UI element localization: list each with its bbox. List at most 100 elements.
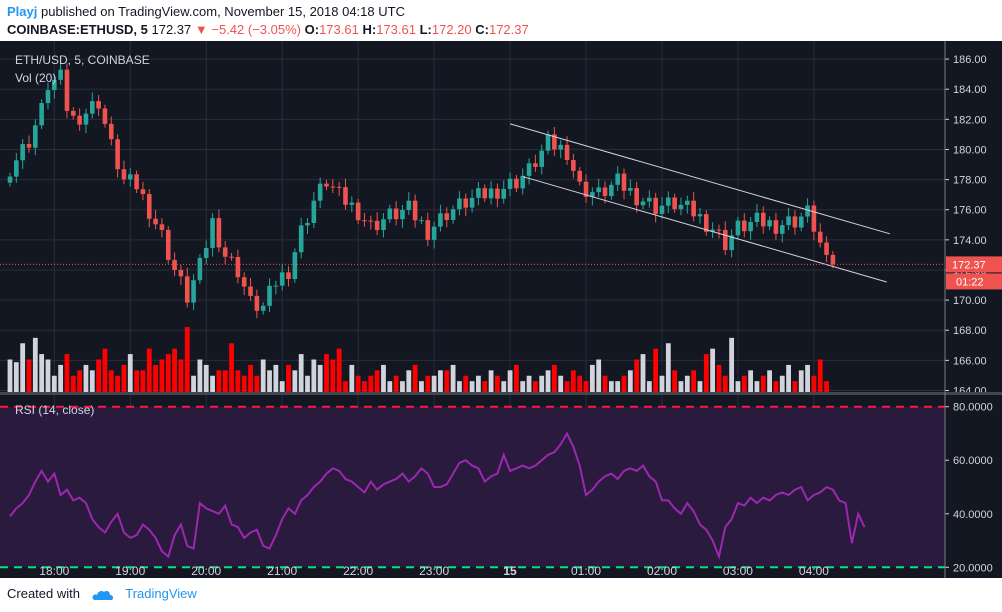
volume-bar bbox=[336, 348, 342, 392]
volume-bar bbox=[482, 381, 488, 392]
volume-bar bbox=[773, 381, 779, 392]
candle-body bbox=[77, 115, 82, 125]
volume-bar bbox=[260, 359, 266, 392]
volume-bar bbox=[779, 375, 785, 392]
volume-bar bbox=[406, 370, 412, 392]
time-axis-label: 19:00 bbox=[115, 564, 145, 578]
volume-bar bbox=[419, 381, 424, 392]
time-axis-label: 23:00 bbox=[419, 564, 449, 578]
volume-legend[interactable]: Vol (20) bbox=[15, 71, 56, 85]
candle-body bbox=[634, 188, 639, 206]
candle-body bbox=[184, 276, 190, 303]
volume-bar bbox=[241, 375, 247, 392]
candle-body bbox=[115, 139, 120, 170]
candle-body bbox=[336, 186, 342, 188]
candle-body bbox=[96, 101, 101, 109]
candle-body bbox=[387, 208, 393, 220]
volume-bar bbox=[431, 375, 437, 392]
footer: Created with TradingView bbox=[7, 586, 197, 602]
candle-body bbox=[393, 208, 399, 220]
candle-body bbox=[659, 205, 665, 214]
last-price-badge-text: 172.37 bbox=[952, 259, 986, 271]
candle-body bbox=[672, 197, 677, 210]
volume-bar bbox=[697, 381, 703, 392]
volume-bar bbox=[678, 381, 684, 392]
volume-bar bbox=[108, 370, 114, 392]
channel-upper-line[interactable] bbox=[509, 123, 891, 235]
volume-bar bbox=[96, 359, 102, 392]
candle-body bbox=[438, 213, 443, 227]
volume-bar bbox=[811, 375, 817, 392]
rsi-axis-label: 80.0000 bbox=[953, 402, 993, 414]
candle-body bbox=[330, 186, 336, 188]
volume-bar bbox=[691, 370, 697, 392]
candle-body bbox=[545, 134, 551, 151]
symbol-legend[interactable]: ETH/USD, 5, COINBASE bbox=[15, 53, 150, 67]
ohlc-line: COINBASE:ETHUSD, 5 172.37 ▼ −5.42 (−3.05… bbox=[7, 22, 529, 37]
volume-bar bbox=[438, 370, 443, 392]
volume-bar bbox=[134, 370, 139, 392]
candle-body bbox=[26, 144, 32, 148]
high-value: 173.61 bbox=[376, 22, 416, 37]
candle-body bbox=[520, 175, 526, 189]
volume-bar bbox=[754, 381, 760, 392]
volume-bar bbox=[153, 364, 158, 392]
candle-body bbox=[495, 188, 500, 199]
candle-body bbox=[469, 197, 475, 208]
volume-bar bbox=[13, 362, 19, 392]
price-axis-label: 176.00 bbox=[953, 205, 987, 217]
volume-bar bbox=[748, 370, 754, 392]
author-link[interactable]: Playj bbox=[7, 4, 38, 19]
volume-bar bbox=[463, 375, 469, 392]
tradingview-brand-link[interactable]: TradingView bbox=[125, 586, 197, 601]
tradingview-logo-icon[interactable] bbox=[92, 588, 114, 602]
volume-bar bbox=[362, 381, 367, 392]
volume-bar bbox=[305, 375, 310, 392]
candle-body bbox=[488, 188, 494, 199]
time-axis-label: 21:00 bbox=[267, 564, 297, 578]
candle-body bbox=[20, 144, 25, 161]
chart-area[interactable]: 18:00 19:00 20:00 21:00 22:00 23:00 15 01:00 02:… bbox=[0, 41, 1002, 578]
candle-body bbox=[52, 79, 57, 91]
candle-body bbox=[685, 200, 690, 205]
volume-bar bbox=[532, 381, 538, 392]
time-axis-label: 01:00 bbox=[571, 564, 601, 578]
candle-body bbox=[741, 220, 747, 232]
volume-bar bbox=[412, 364, 418, 392]
candle-body bbox=[89, 101, 95, 114]
candle-body bbox=[203, 247, 209, 258]
volume-bar bbox=[121, 364, 127, 392]
time-axis-label: 15 bbox=[503, 564, 517, 578]
candle-body bbox=[121, 169, 127, 180]
volume-bar bbox=[381, 364, 386, 392]
candle-body bbox=[830, 254, 836, 265]
volume-bar bbox=[216, 370, 222, 392]
candle-body bbox=[235, 257, 241, 278]
volume-bar bbox=[210, 375, 215, 392]
candle-body bbox=[653, 197, 658, 214]
candle-body bbox=[729, 235, 734, 251]
volume-bar bbox=[767, 370, 772, 392]
volume-bar bbox=[539, 375, 545, 392]
rsi-line bbox=[9, 431, 866, 561]
volume-bar bbox=[184, 327, 190, 392]
volume-bar bbox=[70, 375, 76, 392]
volume-bar bbox=[653, 348, 659, 392]
volume-bar bbox=[469, 381, 475, 392]
volume-bar bbox=[343, 381, 348, 392]
rsi-legend[interactable]: RSI (14, close) bbox=[15, 403, 94, 417]
candle-body bbox=[748, 221, 753, 232]
candle-body bbox=[792, 216, 798, 228]
price-chart[interactable]: 18:00 19:00 20:00 21:00 22:00 23:00 15 01:00 02:… bbox=[0, 41, 1002, 578]
candle-body bbox=[254, 295, 260, 311]
candle-body bbox=[697, 214, 703, 217]
volume-bar bbox=[58, 364, 64, 392]
rsi-band-fill bbox=[0, 406, 945, 568]
publish-line: Playj published on TradingView.com, Nove… bbox=[7, 4, 405, 19]
candle-body bbox=[444, 213, 450, 220]
volume-bar bbox=[368, 375, 374, 392]
volume-bar bbox=[267, 370, 272, 392]
candle-body bbox=[381, 219, 386, 231]
volume-bar bbox=[349, 364, 355, 392]
channel-lower-line[interactable] bbox=[522, 176, 887, 283]
